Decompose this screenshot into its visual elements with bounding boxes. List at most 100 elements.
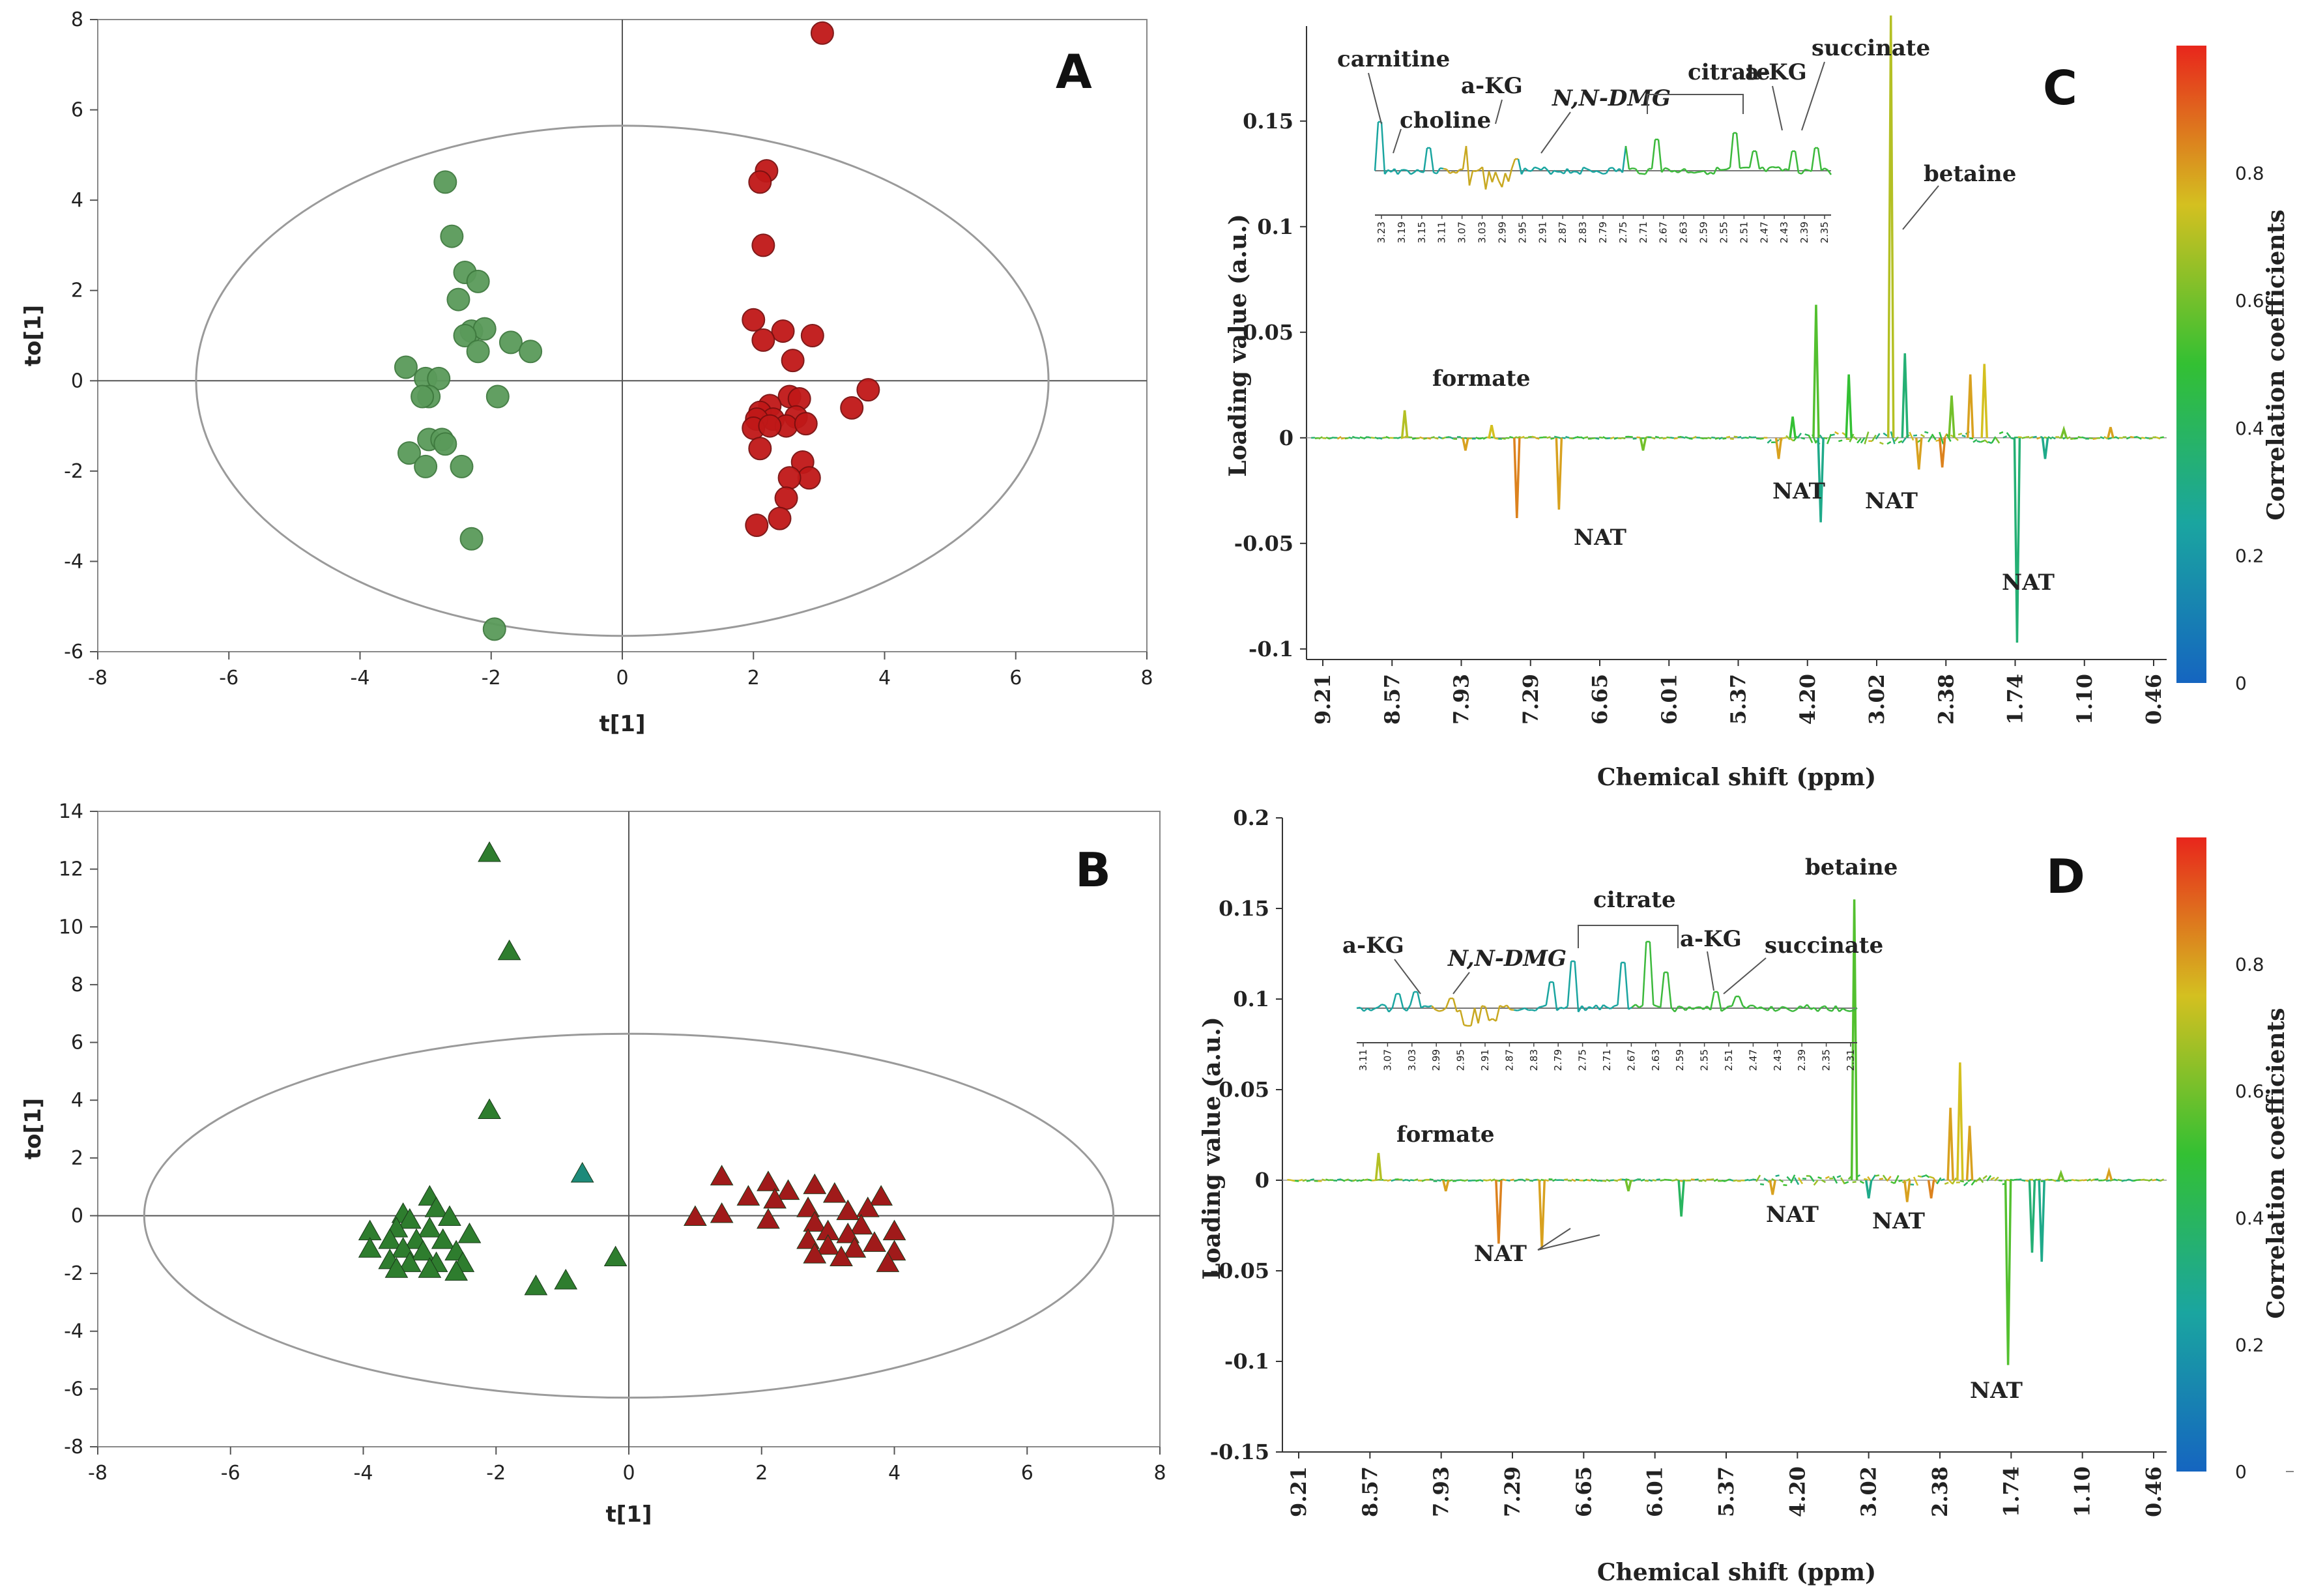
panel-d-annotation-nat-2: NAT bbox=[1766, 1202, 1819, 1228]
panel-c-peak-17 bbox=[1980, 364, 1988, 438]
panel-c-inset-segment bbox=[1520, 167, 1526, 175]
panel-d-baseline-segment bbox=[1594, 1178, 1599, 1182]
panel-d-inset-segment bbox=[1660, 972, 1666, 1008]
panel-c-baseline-segment bbox=[1785, 435, 1791, 441]
panel-c-baseline-segment bbox=[2145, 437, 2149, 439]
panel-d-colorbar-tick-2: 0.4 bbox=[2235, 1208, 2264, 1229]
panel-c-baseline-segment bbox=[1894, 436, 1900, 442]
panel-c-annotation-succinate: succinate bbox=[1812, 35, 1930, 61]
panel-c-inset-segment bbox=[1817, 147, 1823, 171]
panel-c-baseline-segment bbox=[1958, 433, 1963, 436]
panel-d-baseline-segment bbox=[1721, 1180, 1726, 1182]
panel-d-baseline-segment bbox=[1544, 1179, 1549, 1182]
panel-a-ytick-4: 2 bbox=[71, 280, 83, 302]
panel-c-baseline-segment bbox=[1565, 435, 1570, 439]
panel-a-point-1-4 bbox=[742, 308, 766, 332]
panel-c-inset-tick-4: 3.07 bbox=[1456, 222, 1468, 243]
panel-d-baseline-segment bbox=[1921, 1174, 1926, 1178]
panel-d-baseline-segment bbox=[1959, 1180, 1965, 1183]
panel-d-xtick-2: 7.93 bbox=[1429, 1466, 1454, 1517]
panel-c-inset-segment bbox=[1436, 167, 1441, 175]
panel-d-inset-tick-15: 2.51 bbox=[1723, 1049, 1735, 1071]
panel-d-baseline-segment bbox=[1759, 1183, 1765, 1186]
panel-c-peak-5 bbox=[1639, 437, 1647, 451]
panel-c-annotation-formate: formate bbox=[1432, 366, 1531, 392]
panel-b-point-0-27 bbox=[554, 1268, 578, 1290]
panel-c-inset-tick-5: 3.03 bbox=[1477, 222, 1488, 243]
panel-c-baseline-segment bbox=[1999, 431, 2004, 435]
panel-a-point-1-24 bbox=[797, 466, 821, 490]
panel-b-point-2-5 bbox=[803, 1173, 827, 1195]
panel-d-baseline-segment bbox=[1640, 1178, 1645, 1182]
panel-b-point-2-18 bbox=[836, 1223, 860, 1243]
panel-c-ylabel: Loading value (a.u.) bbox=[1224, 214, 1252, 477]
panel-d-inset-tick-5: 2.91 bbox=[1479, 1049, 1491, 1071]
panel-d-ytick-1: 0.15 bbox=[1219, 896, 1269, 921]
panel-c-inset-segment bbox=[1651, 139, 1656, 169]
panel-d-inset-tick-6: 2.87 bbox=[1503, 1049, 1515, 1071]
panel-b-point-0-17 bbox=[411, 1240, 435, 1261]
panel-d-inset-segment bbox=[1477, 1006, 1483, 1024]
panel-a-xtick-8: 8 bbox=[1140, 667, 1153, 689]
panel-d-inset-segment bbox=[1792, 1009, 1797, 1013]
panel-c-inset-segment bbox=[1759, 166, 1763, 170]
panel-d-inset-segment bbox=[1716, 991, 1722, 1011]
panel-d-inset-segment bbox=[1406, 1004, 1411, 1011]
panel-c-inset-tick-21: 2.39 bbox=[1799, 222, 1810, 243]
panel-c-baseline-segment bbox=[1475, 437, 1480, 440]
panel-c-inset-segment bbox=[1801, 169, 1806, 175]
panel-b-point-2-8 bbox=[856, 1197, 880, 1217]
panel-c-baseline-segment bbox=[1516, 436, 1521, 439]
panel-d-inset-segment bbox=[1473, 1008, 1479, 1024]
panel-c-baseline-segment bbox=[1370, 437, 1375, 439]
panel-a-point-1-6 bbox=[800, 324, 824, 347]
panel-c-inset-segment bbox=[1787, 151, 1793, 171]
panel-c-inset-segment bbox=[1674, 169, 1679, 174]
panel-d-xtick-11: 1.10 bbox=[2070, 1466, 2095, 1517]
panel-b-xtick-2: -4 bbox=[354, 1462, 373, 1485]
panel-d-annotation-nat-4: NAT bbox=[1970, 1378, 2023, 1404]
panel-d-inset-segment bbox=[1589, 1006, 1593, 1009]
panel-d-inset-segment bbox=[1495, 1005, 1501, 1022]
panel-c-peak-13 bbox=[1915, 437, 1923, 470]
panel-c-ytick-1: 0.1 bbox=[1257, 214, 1293, 239]
panel-d-inset-segment bbox=[1599, 1004, 1604, 1011]
panel-c-xlabel: Chemical shift (ppm) bbox=[1597, 764, 1876, 791]
panel-b-ytick-7: 6 bbox=[71, 1032, 83, 1054]
panel-c-baseline-segment bbox=[1789, 437, 1795, 442]
panel-a-point-1-25 bbox=[777, 466, 802, 490]
panel-d-inset-segment bbox=[1539, 1006, 1543, 1008]
panel-c-inset-segment bbox=[1599, 171, 1604, 175]
panel-c-peak-0 bbox=[1400, 410, 1409, 438]
panel-a-point-1-23 bbox=[748, 437, 772, 461]
panel-d-inset-segment bbox=[1384, 1005, 1390, 1013]
panel-c-annotation-citrate: citrate bbox=[1688, 59, 1770, 85]
panel-a-ytick-5: 4 bbox=[71, 189, 83, 212]
panel-c-baseline-segment bbox=[1385, 435, 1391, 439]
panel-d-baseline-segment bbox=[1936, 1177, 1942, 1185]
panel-b-label: B bbox=[1075, 843, 1111, 897]
panel-d-inset-segment bbox=[1631, 1004, 1636, 1008]
panel-d-xtick-7: 4.20 bbox=[1785, 1466, 1810, 1517]
panel-c-baseline-segment bbox=[1314, 437, 1319, 440]
panel-b-point-2-13 bbox=[757, 1208, 780, 1229]
panel-d-baseline-segment bbox=[1905, 1178, 1911, 1182]
panel-c-baseline-segment bbox=[1482, 436, 1488, 440]
panel-b-point-2-21 bbox=[816, 1234, 840, 1255]
panel-a-point-0-9 bbox=[498, 330, 523, 355]
panel-d-baseline-segment bbox=[1656, 1178, 1660, 1181]
panel-b-xtick-1: -6 bbox=[221, 1462, 240, 1485]
panel-d-inset-tick-11: 2.67 bbox=[1625, 1049, 1637, 1071]
panel-c-inset-tick-17: 2.55 bbox=[1718, 222, 1729, 243]
panel-c-baseline-segment bbox=[1419, 436, 1424, 439]
panel-d-colorbar-tick-0: 0 bbox=[2235, 1461, 2247, 1483]
panel-d-baseline-segment bbox=[1755, 1174, 1761, 1182]
panel-c-peak-21 bbox=[2107, 427, 2115, 439]
panel-d-inset-segment bbox=[1381, 1004, 1386, 1007]
panel-b-point-0-2 bbox=[478, 1098, 501, 1119]
panel-d-baseline-segment bbox=[1475, 1179, 1480, 1182]
panel-c-baseline-segment bbox=[1804, 433, 1809, 437]
panel-d-baseline-segment bbox=[1879, 1178, 1884, 1180]
panel-c-baseline-segment bbox=[1913, 434, 1918, 437]
panel-d-inset-segment bbox=[1667, 972, 1672, 1008]
